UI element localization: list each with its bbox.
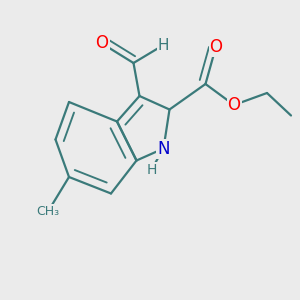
Text: CH₃: CH₃ (36, 205, 60, 218)
Text: N: N (157, 140, 170, 158)
Text: H: H (158, 38, 169, 52)
Text: H: H (146, 163, 157, 176)
Text: O: O (95, 34, 109, 52)
Text: O: O (227, 96, 241, 114)
Text: O: O (209, 38, 223, 56)
